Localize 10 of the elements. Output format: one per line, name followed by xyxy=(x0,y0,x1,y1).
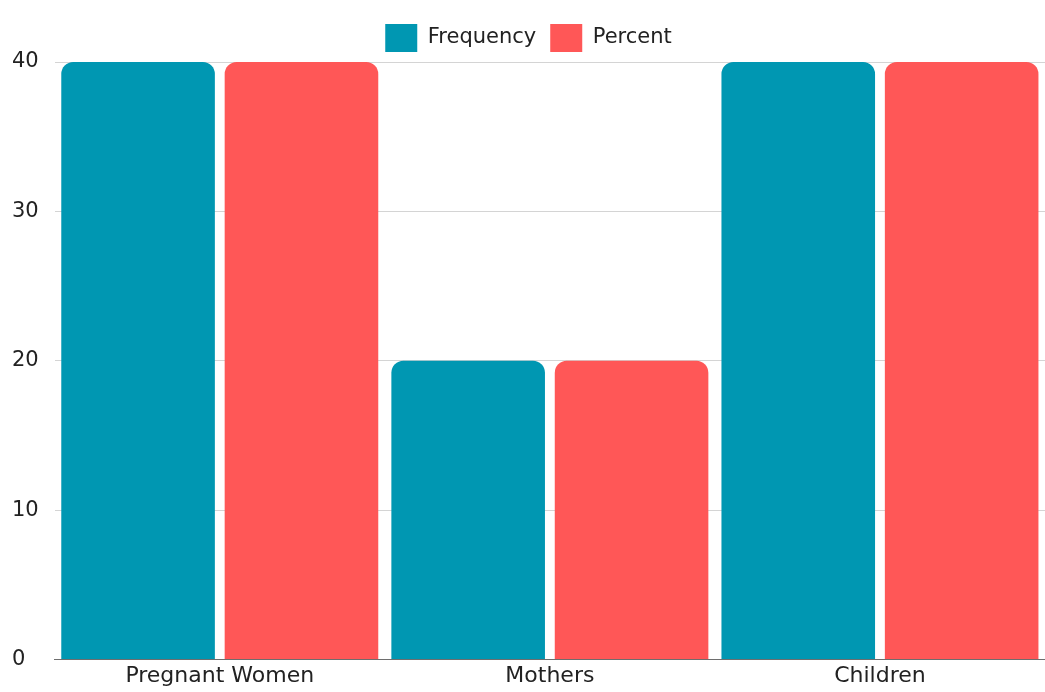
x-tick-label: Children xyxy=(834,661,926,687)
y-tick-label: 40 xyxy=(12,48,39,73)
y-tick-label: 0 xyxy=(12,646,26,671)
y-tick-label: 20 xyxy=(12,347,39,372)
x-tick-label: Pregnant Women xyxy=(125,661,315,687)
legend-label: Percent xyxy=(592,24,672,49)
y-tick-label: 10 xyxy=(12,496,39,521)
y-tick-label: 30 xyxy=(12,197,39,222)
x-tick-label: Mothers xyxy=(505,661,595,687)
legend-label: Frequency xyxy=(427,24,537,49)
